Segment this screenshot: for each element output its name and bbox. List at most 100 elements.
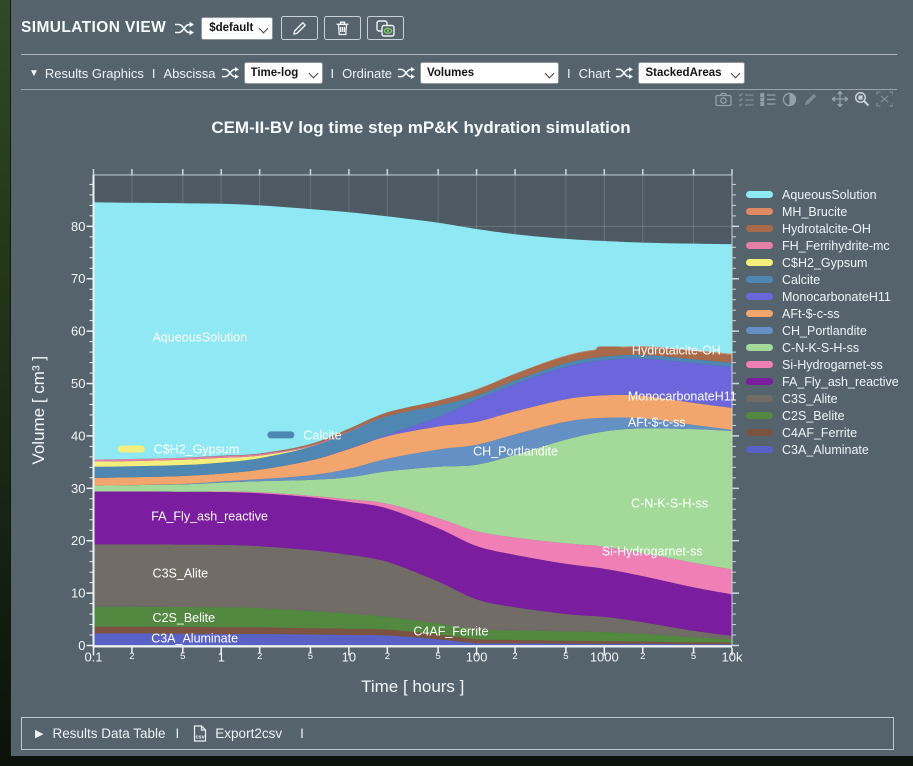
legend-swatch xyxy=(746,259,773,266)
stacked-area-chart[interactable]: 0.1 2 5 1 2 5 10 2 5 100 2 5 1000 2 5 10k 0 10 20 30 40 50 60 7… xyxy=(11,110,771,716)
legend-item[interactable]: Si-Hydrogarnet-ss xyxy=(746,356,899,373)
x-axis-title: Time [ hours ] xyxy=(361,677,464,696)
y-tick-label: 10 xyxy=(71,586,85,601)
camera-icon[interactable] xyxy=(715,92,732,107)
fullscreen-icon[interactable] xyxy=(876,91,893,107)
expand-caret-icon[interactable]: ▶ xyxy=(35,728,44,740)
area-label: AFt-$-c-ss xyxy=(628,415,686,429)
legend-label: C-N-K-S-H-ss xyxy=(782,340,860,355)
export-csv-button[interactable]: Export2csv xyxy=(215,726,283,741)
edit-preset-button[interactable] xyxy=(281,16,319,40)
legend-item[interactable]: C3A_Aluminate xyxy=(746,441,899,458)
legend-label: FH_Ferrihydrite-mc xyxy=(782,238,890,253)
checklist-icon[interactable] xyxy=(738,92,754,107)
legend-label: Si-Hydrogarnet-ss xyxy=(782,357,883,372)
divider-toolbar xyxy=(21,89,897,90)
shuffle-chart-icon[interactable] xyxy=(615,66,634,80)
axes: 0.1 2 5 1 2 5 10 2 5 100 2 5 1000 2 5 10k 0 10 20 30 40 50 60 7… xyxy=(29,169,743,696)
area-C2S_Belite[interactable] xyxy=(93,606,733,643)
separator: I xyxy=(151,65,156,81)
area-Calcite[interactable] xyxy=(93,354,733,478)
area-label: CH_Portlandite xyxy=(473,445,558,459)
x-tick-label: 5 xyxy=(308,651,313,662)
separator: I xyxy=(300,726,304,741)
abscissa-select[interactable]: Time-log xyxy=(243,62,323,84)
contrast-icon[interactable] xyxy=(782,92,797,107)
copy-eye-icon xyxy=(376,19,395,37)
divider-top xyxy=(21,54,897,55)
preset-select-wrap: $default xyxy=(201,16,274,40)
shuffle-preset-icon[interactable] xyxy=(174,21,195,36)
legend-label: C2S_Belite xyxy=(782,408,845,423)
list-icon[interactable] xyxy=(760,92,776,107)
area-CH_Portlandite[interactable] xyxy=(93,417,733,486)
legend-item[interactable]: Hydrotalcite-OH xyxy=(746,220,899,237)
trash-icon xyxy=(336,21,349,36)
separator: I xyxy=(330,65,335,81)
y-tick-label: 20 xyxy=(71,533,85,548)
preset-select[interactable]: $default xyxy=(201,16,274,40)
chart-label: Chart xyxy=(578,65,611,81)
results-graphics-label[interactable]: Results Graphics xyxy=(44,65,144,81)
area-AFt-$-c-ss[interactable] xyxy=(93,394,733,486)
legend-item[interactable]: AFt-$-c-ss xyxy=(746,305,899,322)
area-FA_Fly_ash_reactive[interactable] xyxy=(93,491,733,636)
x-tick-label: 2 xyxy=(640,651,645,662)
legend-swatch xyxy=(746,310,773,317)
pan-icon[interactable] xyxy=(832,91,848,107)
area-label: Hydrotalcite-OH xyxy=(632,343,721,357)
legend-item[interactable]: C-N-K-S-H-ss xyxy=(746,339,899,356)
simulation-view-panel: SIMULATION VIEW $default xyxy=(10,0,913,756)
ordinate-select[interactable]: Volumes xyxy=(420,62,560,84)
area-C3S_Alite[interactable] xyxy=(93,544,733,640)
ordinate-label: Ordinate xyxy=(342,65,393,81)
y-tick-label: 0 xyxy=(78,638,85,653)
legend-item[interactable]: MonocarbonateH11 xyxy=(746,288,899,305)
legend-swatch xyxy=(746,191,773,198)
duplicate-view-button[interactable] xyxy=(367,16,405,40)
legend-item[interactable]: C$H2_Gypsum xyxy=(746,254,899,271)
legend-item[interactable]: C4AF_Ferrite xyxy=(746,424,899,441)
legend-item[interactable]: AqueousSolution xyxy=(746,186,899,203)
legend-swatch xyxy=(746,327,773,334)
legend-swatch xyxy=(746,225,773,232)
legend-item[interactable]: C2S_Belite xyxy=(746,407,899,424)
legend-swatch xyxy=(746,412,773,419)
legend-item[interactable]: FA_Fly_ash_reactive xyxy=(746,373,899,390)
csv-file-icon: csv xyxy=(193,725,207,742)
legend-item[interactable]: FH_Ferrihydrite-mc xyxy=(746,237,899,254)
plot-modebar xyxy=(709,91,893,107)
legend-item[interactable]: CH_Portlandite xyxy=(746,322,899,339)
area-label: MonocarbonateH11 xyxy=(628,390,737,404)
y-tick-label: 30 xyxy=(71,481,85,496)
shuffle-ordinate-icon[interactable] xyxy=(397,66,416,80)
delete-preset-button[interactable] xyxy=(324,16,362,40)
legend-swatch xyxy=(746,293,773,300)
legend-label: FA_Fly_ash_reactive xyxy=(782,374,899,389)
area-C3A_Aluminate[interactable] xyxy=(93,633,733,646)
y-tick-label: 70 xyxy=(71,271,85,286)
results-data-table-label[interactable]: Results Data Table xyxy=(52,726,166,741)
pencil-icon[interactable] xyxy=(803,92,818,107)
area-Si-Hydrogarnet-ss[interactable] xyxy=(93,491,733,595)
legend-item[interactable]: Calcite xyxy=(746,271,899,288)
area-MonocarbonateH11[interactable] xyxy=(93,358,733,478)
legend-swatch xyxy=(746,361,773,368)
collapse-caret-icon[interactable]: ▼ xyxy=(29,67,39,79)
area-AqueousSolution[interactable] xyxy=(93,202,733,460)
legend-swatch xyxy=(746,395,773,402)
area-label: FA_Fly_ash_reactive xyxy=(151,510,268,524)
area-C4AF_Ferrite[interactable] xyxy=(93,626,733,645)
chart-type-select[interactable]: StackedAreas xyxy=(638,62,746,84)
shuffle-abscissa-icon[interactable] xyxy=(221,66,239,80)
legend-label: C4AF_Ferrite xyxy=(782,425,858,440)
x-tick-label: 100 xyxy=(466,650,488,665)
legend-item[interactable]: MH_Brucite xyxy=(746,203,899,220)
legend-label: C3A_Aluminate xyxy=(782,442,869,457)
zoom-icon[interactable] xyxy=(854,91,870,107)
area-label: AqueousSolution xyxy=(153,330,248,344)
results-footer: ▶ Results Data Table I csv Export2csv I xyxy=(21,717,894,750)
area-C-N-K-S-H-ss[interactable] xyxy=(93,428,733,570)
legend-item[interactable]: C3S_Alite xyxy=(746,390,899,407)
separator: I xyxy=(175,726,180,741)
